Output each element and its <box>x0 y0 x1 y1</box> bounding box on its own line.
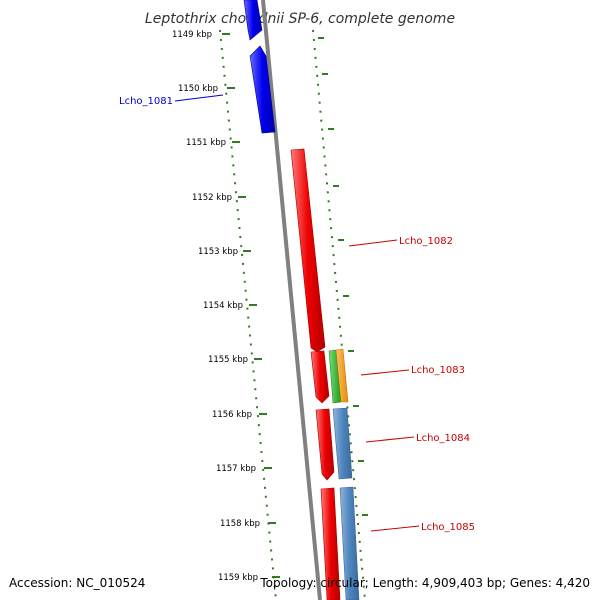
genome-backbone <box>261 0 322 600</box>
tick-label: 1149 kbp <box>172 30 212 40</box>
gene-lcho-1081[interactable] <box>243 0 276 134</box>
feature-orange <box>335 348 349 403</box>
tick-label: 1152 kbp <box>192 193 232 203</box>
accession-text: Accession: NC_010524 <box>9 576 145 590</box>
tick-label: 1159 kbp <box>218 573 258 583</box>
label-lcho-1083[interactable]: Lcho_1083 <box>360 365 465 376</box>
gene-label: Lcho_1084 <box>416 433 470 444</box>
gene-label: Lcho_1083 <box>411 365 465 376</box>
label-lcho-1084[interactable]: Lcho_1084 <box>365 433 470 444</box>
scale-ticks: 1149 kbp 1150 kbp 1151 kbp 1152 kbp 1153… <box>172 30 280 583</box>
tick-label: 1150 kbp <box>178 84 218 94</box>
tick-label: 1154 kbp <box>203 301 243 311</box>
gene-lcho-1085[interactable] <box>320 487 341 600</box>
gene-lcho-1083[interactable] <box>310 350 330 404</box>
feature-steel-2 <box>339 486 360 600</box>
gene-lcho-1084[interactable] <box>315 408 335 481</box>
right-ring-ticks <box>318 37 368 516</box>
gene-label: Lcho_1085 <box>421 522 475 533</box>
gene-label: Lcho_1082 <box>399 236 453 247</box>
tick-label: 1158 kbp <box>220 519 260 529</box>
map-title: Leptothrix cholodnii SP-6, complete geno… <box>145 11 455 27</box>
label-lcho-1082[interactable]: Lcho_1082 <box>348 236 453 247</box>
feature-steel-1 <box>332 407 353 480</box>
gene-lcho-1082[interactable] <box>290 148 326 353</box>
gene-label: Lcho_1081 <box>119 96 173 107</box>
tick-label: 1157 kbp <box>216 464 256 474</box>
tick-label: 1156 kbp <box>212 410 252 420</box>
dotted-ring-left <box>219 29 277 600</box>
label-lcho-1085[interactable]: Lcho_1085 <box>370 522 475 533</box>
label-lcho-1081[interactable]: Lcho_1081 <box>119 94 224 107</box>
tick-label: 1153 kbp <box>198 247 238 257</box>
tick-label: 1151 kbp <box>186 138 226 148</box>
topology-text: Topology: circular; Length: 4,909,403 bp… <box>259 576 590 590</box>
tick-label: 1155 kbp <box>208 355 248 365</box>
